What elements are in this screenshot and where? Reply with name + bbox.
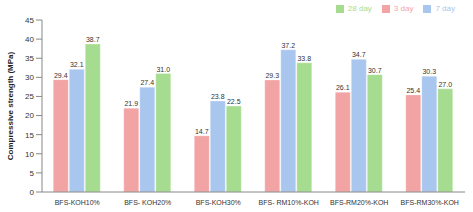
svg-text:27.4: 27.4 [140,79,154,86]
html-text:28 day: 28 day [347,4,372,13]
svg-text:29.4: 29.4 [54,72,68,79]
svg-text:45: 45 [25,16,34,25]
svg-text:26.1: 26.1 [336,84,350,91]
svg-text:14.7: 14.7 [195,128,209,135]
html-text:7 day: 7 day [435,4,455,13]
svg-text:31.0: 31.0 [156,66,170,73]
svg-text:30.7: 30.7 [368,67,382,74]
svg-text:32.1: 32.1 [70,61,84,68]
svg-text:22.5: 22.5 [227,98,241,105]
svg-text:25: 25 [25,92,34,101]
svg-text:30: 30 [25,73,34,82]
svg-text:35: 35 [25,54,34,63]
svg-text:38.7: 38.7 [86,36,100,43]
svg-text:5: 5 [30,169,35,178]
svg-text:BFS-RM30%-KOH: BFS-RM30%-KOH [401,199,459,206]
html-text:3 day: 3 day [393,4,414,13]
svg-text:Compressive strength (MPa): Compressive strength (MPa) [8,51,15,160]
svg-text:25.4: 25.4 [406,87,420,94]
svg-text:BFS- RM10%-KOH: BFS- RM10%-KOH [259,199,319,206]
svg-text:20: 20 [25,111,34,120]
svg-text:15: 15 [25,131,34,140]
svg-text:0: 0 [30,188,35,197]
svg-text:BFS-KOH10%: BFS-KOH10% [55,199,100,206]
svg-text:23.8: 23.8 [211,93,225,100]
svg-text:29.3: 29.3 [265,72,279,79]
svg-text:10: 10 [25,150,34,159]
svg-text:40: 40 [25,35,34,44]
svg-text:33.8: 33.8 [297,55,311,62]
svg-text:21.9: 21.9 [124,100,138,107]
svg-text:27.0: 27.0 [438,81,452,88]
svg-text:BFS-RM20%-KOH: BFS-RM20%-KOH [330,199,388,206]
svg-text:BFS-KOH30%: BFS-KOH30% [196,199,241,206]
svg-text:30.3: 30.3 [422,68,436,75]
svg-text:34.7: 34.7 [352,51,366,58]
svg-text:BFS- KOH20%: BFS- KOH20% [124,199,171,206]
svg-text:37.2: 37.2 [281,42,295,49]
